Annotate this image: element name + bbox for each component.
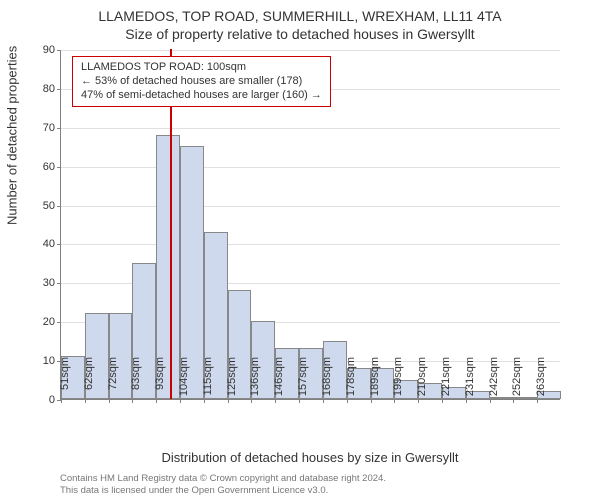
gridline <box>61 128 560 129</box>
x-tick-label: 125sqm <box>226 357 238 407</box>
x-tick-label: 93sqm <box>154 357 166 407</box>
x-tick-label: 231sqm <box>464 357 476 407</box>
y-tick-mark <box>57 244 61 245</box>
gridline <box>61 167 560 168</box>
gridline <box>61 244 560 245</box>
x-tick-label: 146sqm <box>273 357 285 407</box>
y-tick-mark <box>57 89 61 90</box>
gridline <box>61 50 560 51</box>
x-tick-label: 210sqm <box>416 357 428 407</box>
title-line-1: LLAMEDOS, TOP ROAD, SUMMERHILL, WREXHAM,… <box>0 8 600 26</box>
x-tick-label: 51sqm <box>59 357 71 407</box>
y-axis-label: Number of detached properties <box>5 46 20 225</box>
y-tick-mark <box>57 167 61 168</box>
x-tick-label: 189sqm <box>369 357 381 407</box>
x-tick-label: 115sqm <box>202 357 214 407</box>
x-axis-label: Distribution of detached houses by size … <box>60 450 560 465</box>
x-tick-label: 62sqm <box>83 357 95 407</box>
x-tick-label: 72sqm <box>107 357 119 407</box>
x-tick-label: 83sqm <box>130 357 142 407</box>
x-tick-label: 104sqm <box>178 357 190 407</box>
x-tick-label: 168sqm <box>321 357 333 407</box>
annotation-line-2: ← 53% of detached houses are smaller (17… <box>81 75 322 89</box>
x-tick-label: 263sqm <box>535 357 547 407</box>
x-tick-label: 157sqm <box>297 357 309 407</box>
x-tick-label: 221sqm <box>440 357 452 407</box>
x-tick-label: 178sqm <box>345 357 357 407</box>
annotation-line-3: 47% of semi-detached houses are larger (… <box>81 89 322 103</box>
y-tick-mark <box>57 283 61 284</box>
plot-area: 010203040506070809051sqm62sqm72sqm83sqm9… <box>60 50 560 400</box>
y-tick-mark <box>57 50 61 51</box>
y-tick-mark <box>57 206 61 207</box>
x-tick-label: 199sqm <box>392 357 404 407</box>
copyright-notice: Contains HM Land Registry data © Crown c… <box>60 473 560 496</box>
x-tick-label: 252sqm <box>511 357 523 407</box>
x-tick-label: 242sqm <box>488 357 500 407</box>
gridline <box>61 206 560 207</box>
copyright-line-2: This data is licensed under the Open Gov… <box>60 485 560 496</box>
marker-annotation: LLAMEDOS TOP ROAD: 100sqm ← 53% of detac… <box>72 56 331 107</box>
y-tick-mark <box>57 322 61 323</box>
x-tick-label: 136sqm <box>249 357 261 407</box>
copyright-line-1: Contains HM Land Registry data © Crown c… <box>60 473 560 484</box>
chart-title: LLAMEDOS, TOP ROAD, SUMMERHILL, WREXHAM,… <box>0 0 600 43</box>
y-tick-mark <box>57 128 61 129</box>
title-line-2: Size of property relative to detached ho… <box>0 26 600 44</box>
annotation-line-1: LLAMEDOS TOP ROAD: 100sqm <box>81 61 322 75</box>
chart-container: LLAMEDOS, TOP ROAD, SUMMERHILL, WREXHAM,… <box>0 0 600 500</box>
